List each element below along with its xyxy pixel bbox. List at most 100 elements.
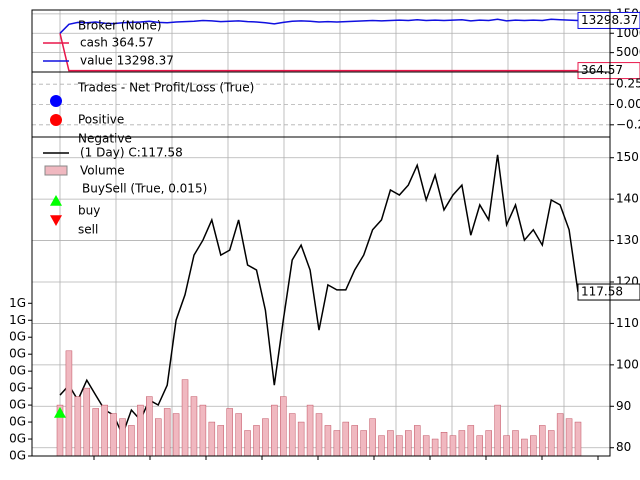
y2-tick-label: 1G [9, 296, 26, 310]
legend-swatch [50, 215, 62, 226]
volume-bar [378, 435, 385, 457]
volume-bar [190, 396, 198, 457]
y-tick-label: 140 [616, 192, 639, 206]
y-tick-label: 110 [616, 316, 639, 330]
legend-group: BuySell (True, 0.015) [82, 182, 207, 196]
y-tick-label: 100 [616, 357, 639, 371]
volume-bar [119, 418, 126, 457]
volume-bar [83, 387, 91, 457]
volume-bar [565, 418, 573, 457]
volume-bar [235, 413, 242, 457]
volume-bar [128, 425, 135, 457]
legend-title: Trades - Net Profit/Loss (True) [77, 81, 254, 95]
y-tick-label: 150 [616, 150, 639, 164]
volume-bar [494, 404, 501, 457]
legend-label: (1 Day) C:117.58 [80, 146, 183, 160]
volume-bar [181, 379, 189, 457]
volume-bar [440, 431, 448, 457]
legend-title: Broker (None) [78, 19, 162, 33]
volume-bar [101, 404, 108, 457]
last-value-box [577, 11, 640, 29]
volume-bar [503, 435, 510, 457]
y2-tick-label: 0G [9, 347, 26, 361]
volume-bar [333, 430, 341, 457]
volume-bar [262, 418, 269, 457]
y-tick-label: 0.00 [616, 97, 640, 111]
last-value-label: 364.57 [581, 63, 623, 77]
series-line [59, 18, 579, 34]
volume-bar [137, 404, 144, 457]
y-tick-label: 0.25 [616, 77, 640, 91]
legend-label: cash 364.57 [80, 36, 154, 50]
volume-bar [217, 425, 225, 457]
y2-tick-label: 0G [9, 364, 26, 378]
volume-bar [154, 418, 162, 457]
volume-bar [476, 435, 484, 457]
volume-bar [369, 418, 376, 457]
volume-bar [342, 421, 350, 457]
volume-bar [163, 408, 171, 457]
volume-bar [315, 413, 323, 457]
legend-swatch [50, 195, 62, 206]
last-value-box [577, 283, 640, 301]
volume-bar [547, 430, 555, 457]
y-tick-label: 10000 [616, 26, 640, 40]
volume-bar [396, 435, 403, 457]
volume-bar [574, 421, 582, 457]
series-line [59, 154, 579, 437]
legend-label: sell [78, 223, 98, 237]
legend-swatch [44, 165, 68, 176]
volume-bar [485, 430, 492, 457]
volume-bar [92, 408, 99, 457]
volume-bar [172, 413, 180, 457]
volume-bar [458, 430, 466, 457]
volume-bar [280, 396, 287, 457]
last-value-box [577, 62, 640, 80]
legend-label: buy [78, 204, 100, 218]
volume-bar [422, 435, 430, 457]
volume-bar [324, 425, 332, 457]
volume-bar [226, 408, 233, 457]
y2-tick-label: 1G [9, 313, 26, 327]
y2-tick-label: 0G [9, 330, 26, 344]
y2-tick-label: 0G [9, 449, 26, 463]
legend-label: Positive [78, 113, 124, 127]
volume-bar [467, 425, 475, 457]
volume-bar [306, 404, 314, 457]
volume-bar [360, 430, 367, 457]
legend-swatch [50, 114, 62, 126]
volume-bar [297, 421, 305, 457]
y-tick-label: −0.25 [616, 117, 640, 131]
y2-tick-label: 0G [9, 432, 26, 446]
legend-label: Negative [78, 132, 132, 146]
volume-bar [288, 413, 296, 457]
volume-bar [556, 413, 564, 457]
y2-tick-label: 0G [9, 381, 26, 395]
legend-swatch [50, 95, 62, 107]
volume-bar [110, 413, 117, 457]
signal-marker [54, 406, 66, 418]
volume-bar [351, 425, 358, 457]
legend-label: value 13298.37 [80, 54, 174, 68]
series-line [59, 33, 578, 72]
panel-frame [31, 136, 611, 457]
volume-bar [244, 430, 251, 457]
volume-bar [413, 425, 421, 457]
volume-bar [74, 396, 82, 457]
volume-bar [65, 350, 73, 457]
legend-label: Volume [80, 164, 125, 178]
volume-bar [521, 438, 528, 457]
volume-bar [449, 435, 457, 457]
volume-bar [530, 435, 537, 457]
volume-bar [539, 425, 546, 457]
volume-bar [387, 430, 394, 457]
last-value-label: 117.58 [581, 285, 623, 299]
volume-bar [146, 396, 153, 457]
volume-bar [271, 404, 278, 457]
volume-bar [431, 438, 439, 457]
volume-bar [208, 421, 216, 457]
y-tick-label: 80 [616, 440, 631, 454]
volume-bar [405, 430, 412, 457]
y-tick-label: 90 [616, 399, 631, 413]
